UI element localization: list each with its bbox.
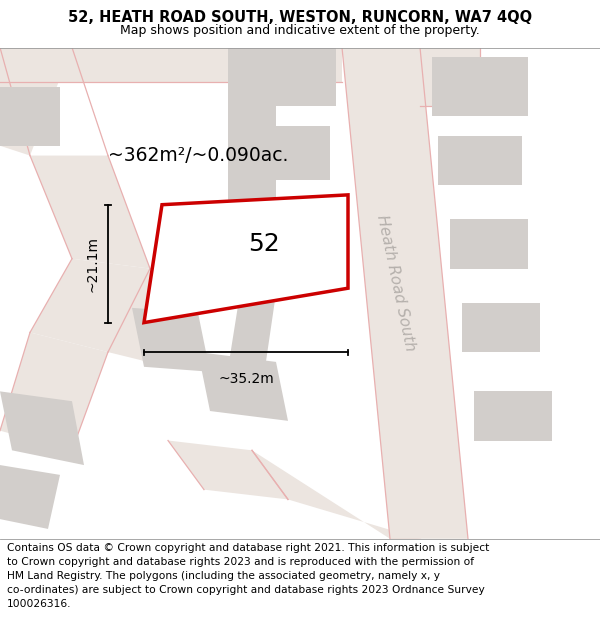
Polygon shape [0, 465, 60, 529]
Polygon shape [222, 293, 276, 416]
Polygon shape [30, 259, 150, 352]
Polygon shape [0, 87, 60, 146]
Text: Heath Road South: Heath Road South [374, 214, 418, 352]
Polygon shape [228, 48, 336, 106]
Polygon shape [228, 48, 276, 278]
Polygon shape [0, 48, 342, 82]
Polygon shape [0, 391, 84, 465]
Text: 52, HEATH ROAD SOUTH, WESTON, RUNCORN, WA7 4QQ: 52, HEATH ROAD SOUTH, WESTON, RUNCORN, W… [68, 11, 532, 26]
Polygon shape [450, 219, 528, 269]
Polygon shape [198, 352, 288, 421]
Polygon shape [168, 441, 288, 499]
Polygon shape [30, 156, 150, 269]
Text: 52: 52 [248, 232, 280, 256]
Polygon shape [462, 303, 540, 352]
Text: ~21.1m: ~21.1m [85, 236, 99, 292]
Polygon shape [0, 48, 72, 156]
Polygon shape [438, 136, 522, 185]
Polygon shape [432, 58, 528, 116]
Polygon shape [252, 451, 420, 539]
Polygon shape [108, 269, 210, 367]
Polygon shape [342, 48, 468, 539]
Polygon shape [132, 308, 210, 372]
Polygon shape [0, 332, 108, 451]
Polygon shape [144, 195, 348, 322]
Text: ~35.2m: ~35.2m [218, 372, 274, 386]
Polygon shape [228, 126, 330, 180]
Text: Map shows position and indicative extent of the property.: Map shows position and indicative extent… [120, 24, 480, 37]
Polygon shape [420, 48, 480, 106]
Text: Contains OS data © Crown copyright and database right 2021. This information is : Contains OS data © Crown copyright and d… [7, 543, 490, 609]
Polygon shape [474, 391, 552, 441]
Text: ~362m²/~0.090ac.: ~362m²/~0.090ac. [108, 146, 289, 165]
